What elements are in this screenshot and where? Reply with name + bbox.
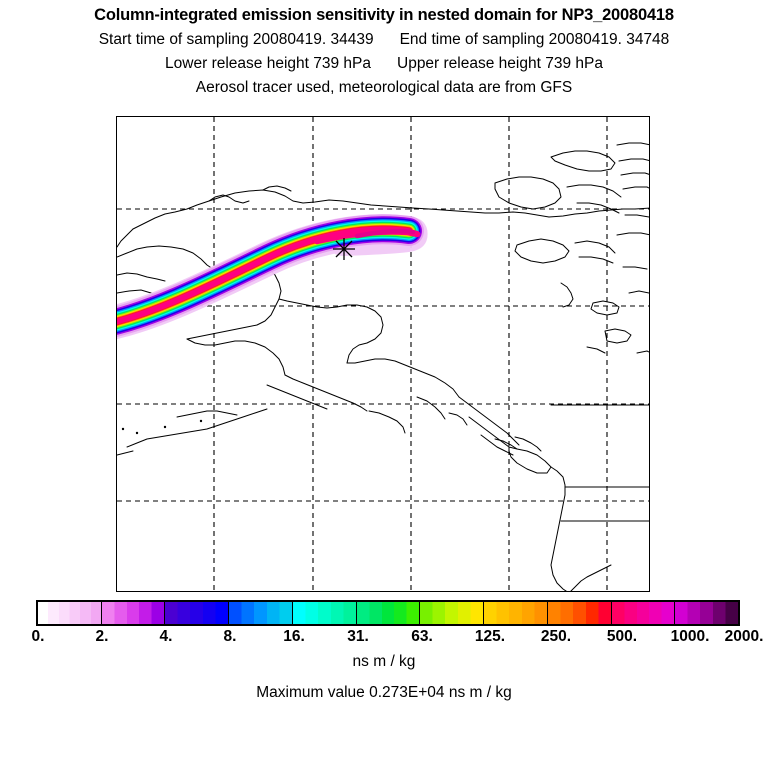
coastlines	[117, 142, 649, 591]
colorbar-segment-63-125	[420, 602, 485, 624]
colorbar-tick-0: 0.	[31, 628, 45, 645]
colorbar-segment-0-2	[38, 602, 102, 624]
colorbar-tick-4: 4.	[159, 628, 173, 645]
colorbar-segment-16-31	[292, 602, 357, 624]
colorbar-segment-250-500	[547, 602, 612, 624]
map-canvas	[117, 117, 649, 591]
colorbar-tick-16: 16.	[283, 628, 305, 645]
sampling-time-line: Start time of sampling 20080419. 34439 En…	[0, 30, 768, 49]
end-time-label: End time of sampling 20080419. 34748	[399, 31, 670, 48]
colorbar-tick-2000: 2000.	[724, 628, 764, 645]
tracer-meteorology-label: Aerosol tracer used, meteorological data…	[195, 79, 573, 96]
colorbar-tick-31: 31.	[347, 628, 369, 645]
colorbar-tick-8: 8.	[223, 628, 237, 645]
colorbar-segment-1000-2000	[675, 602, 739, 624]
figure-title: Column-integrated emission sensitivity i…	[94, 6, 674, 24]
colorbar-segment-31-63	[356, 602, 421, 624]
colorbar-tick-125: 125.	[474, 628, 506, 645]
colorbar-tick-250: 250.	[540, 628, 572, 645]
upper-release-height-label: Upper release height 739 hPa	[397, 55, 603, 72]
colorbar-segment-2-4	[101, 602, 166, 624]
colorbar	[36, 600, 740, 626]
start-time-label: Start time of sampling 20080419. 34439	[98, 31, 374, 48]
colorbar-tick-500: 500.	[606, 628, 638, 645]
maximum-value-label: Maximum value 0.273E+04 ns m / kg	[256, 684, 512, 701]
colorbar-segment-8-16	[229, 602, 293, 624]
colorbar-segment-500-1000	[611, 602, 676, 624]
release-location-marker	[333, 238, 355, 260]
colorbar-tick-63: 63.	[411, 628, 433, 645]
emission-sensitivity-plume	[117, 214, 428, 340]
colorbar-tick-labels: 0. 2. 4. 8. 16. 31. 63. 125. 250. 500. 1…	[0, 628, 768, 650]
map-plot-area	[116, 116, 650, 592]
colorbar-units-label: ns m / kg	[352, 653, 416, 670]
colorbar-strip	[36, 600, 740, 626]
figure-header: Column-integrated emission sensitivity i…	[0, 0, 768, 97]
release-height-line: Lower release height 739 hPa Upper releas…	[0, 54, 768, 73]
colorbar-tick-1000: 1000.	[670, 628, 710, 645]
lower-release-height-label: Lower release height 739 hPa	[165, 55, 371, 72]
map-gridlines	[117, 117, 649, 591]
colorbar-segment-125-250	[484, 602, 548, 624]
colorbar-tick-2: 2.	[95, 628, 109, 645]
colorbar-segment-4-8	[165, 602, 230, 624]
